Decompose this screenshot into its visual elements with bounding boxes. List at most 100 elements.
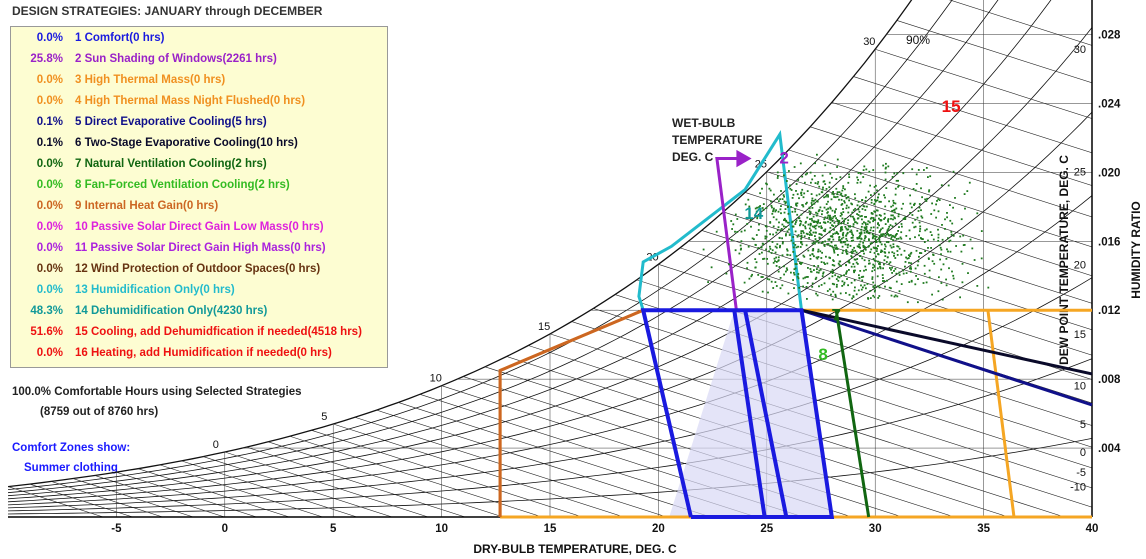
data-point: [880, 219, 883, 221]
data-point: [755, 261, 758, 264]
data-point: [846, 278, 848, 280]
data-point: [884, 245, 887, 248]
data-point: [860, 237, 862, 240]
data-point: [928, 276, 931, 279]
data-point: [890, 214, 893, 217]
data-point: [844, 194, 847, 196]
data-point: [812, 225, 814, 228]
data-point: [845, 292, 847, 294]
wet-bulb-line: [311, 430, 583, 517]
data-point: [852, 209, 855, 211]
data-point: [879, 266, 882, 269]
data-point: [852, 225, 855, 228]
data-point: [831, 217, 834, 220]
x-tick-label: 30: [869, 523, 882, 535]
data-point: [904, 265, 906, 268]
data-point: [882, 233, 885, 235]
data-point: [863, 269, 865, 272]
data-point: [820, 234, 823, 236]
wet-bulb-line: [376, 409, 711, 517]
data-point: [808, 206, 811, 209]
data-point: [821, 191, 824, 194]
data-point: [843, 241, 845, 244]
data-point: [823, 245, 826, 247]
chart-title: DESIGN STRATEGIES: JANUARY through DECEM…: [12, 4, 323, 18]
data-point: [847, 206, 850, 209]
data-point: [818, 285, 820, 288]
data-point: [863, 239, 866, 242]
data-point: [867, 297, 869, 299]
data-point: [762, 209, 765, 211]
data-point: [814, 198, 817, 201]
data-point: [797, 258, 800, 261]
data-point: [804, 173, 807, 176]
data-point: [827, 194, 829, 196]
data-point: [872, 258, 875, 260]
data-point: [875, 255, 877, 258]
data-point: [812, 248, 815, 250]
data-point: [891, 251, 894, 254]
data-point: [832, 193, 835, 196]
data-point: [843, 219, 846, 222]
data-point: [861, 222, 864, 225]
data-point: [888, 251, 890, 254]
data-point: [802, 285, 804, 288]
data-point: [828, 230, 831, 233]
data-point: [919, 228, 922, 230]
data-point: [883, 194, 885, 197]
data-point: [863, 221, 865, 224]
wet-bulb-line: [441, 385, 853, 517]
data-point: [947, 250, 949, 253]
data-point: [810, 223, 812, 226]
data-point: [887, 220, 889, 223]
data-point: [846, 252, 848, 255]
data-point: [829, 235, 832, 238]
wet-bulb-line: [29, 483, 133, 517]
data-point: [827, 220, 829, 223]
wet-bulb-line: [51, 481, 163, 517]
data-point: [761, 207, 764, 209]
data-point: [868, 170, 871, 173]
data-point: [815, 211, 817, 214]
data-point: [862, 250, 865, 252]
data-point: [880, 233, 883, 236]
data-point: [816, 294, 819, 297]
data-point: [819, 250, 822, 253]
data-point: [962, 244, 965, 246]
data-point: [854, 197, 857, 200]
data-point: [947, 184, 950, 187]
data-point: [828, 231, 831, 234]
data-point: [775, 246, 778, 249]
data-point: [932, 254, 935, 256]
data-point: [853, 246, 855, 249]
data-point: [748, 217, 750, 219]
data-point: [833, 221, 836, 224]
data-point: [816, 200, 819, 203]
data-point: [940, 282, 943, 284]
data-point: [861, 199, 864, 201]
comfort-zone-divider: [732, 309, 767, 518]
data-point: [880, 200, 882, 203]
data-point: [818, 269, 821, 272]
data-point: [919, 252, 921, 254]
data-point: [894, 202, 897, 205]
data-point: [815, 276, 818, 279]
data-point: [800, 235, 803, 237]
data-point: [860, 231, 863, 234]
dew-point-tick-label: 25: [1074, 167, 1086, 179]
data-point: [773, 193, 775, 196]
data-point: [781, 284, 784, 287]
wet-bulb-line: [549, 333, 1092, 508]
data-point: [845, 234, 848, 237]
data-point: [857, 171, 860, 174]
data-point: [909, 253, 912, 255]
wet-bulb-line: [94, 475, 225, 517]
data-point: [886, 233, 889, 235]
data-point: [889, 261, 892, 264]
data-point: [864, 237, 866, 240]
data-point: [864, 236, 867, 238]
data-point: [893, 172, 896, 175]
data-point: [826, 212, 829, 214]
zone-number-label: 7: [831, 306, 840, 325]
data-point: [826, 262, 829, 265]
